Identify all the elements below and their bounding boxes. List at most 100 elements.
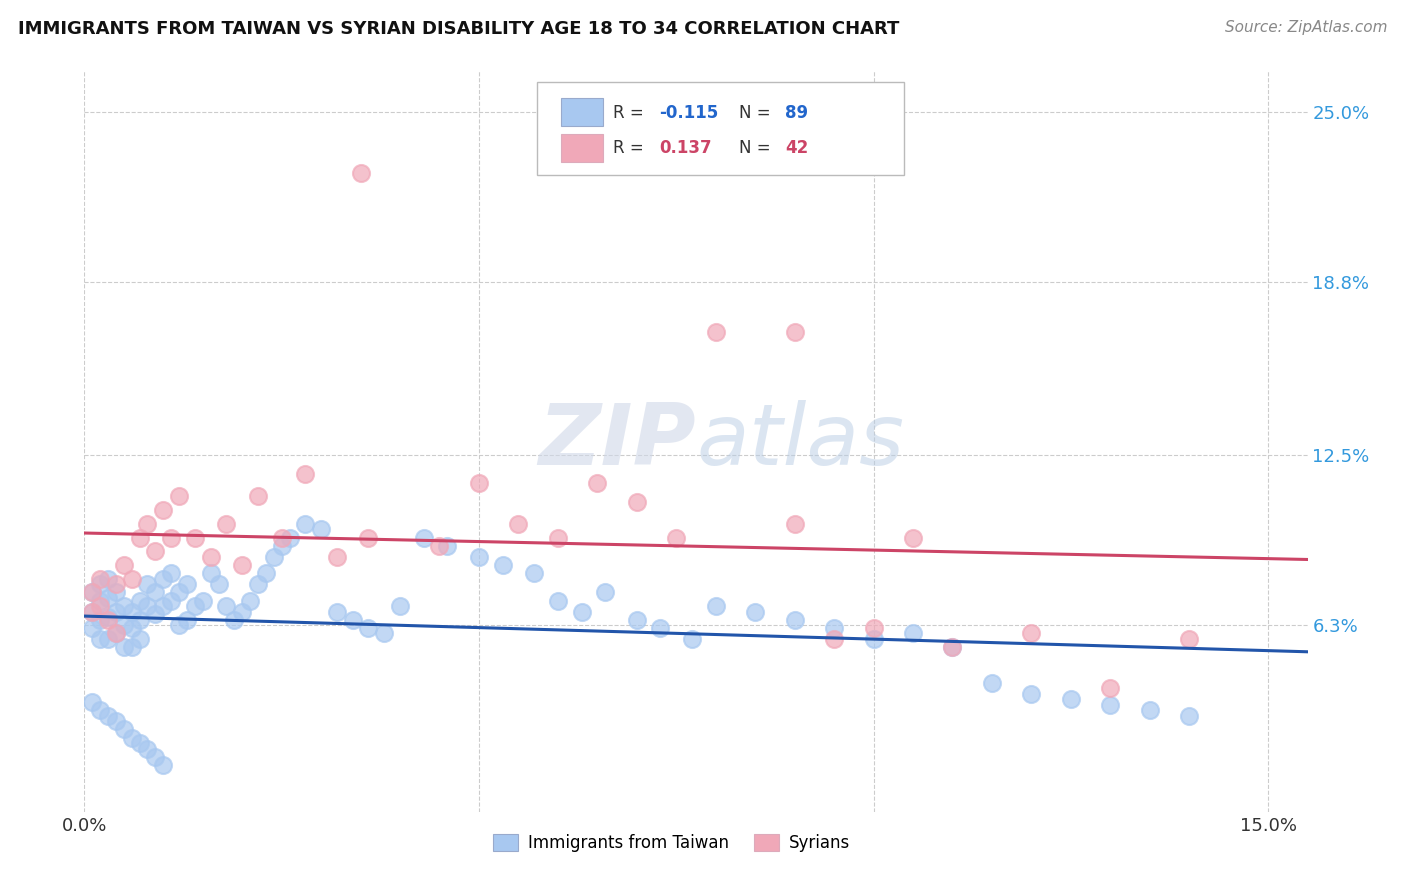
- Syrians: [128, 531, 150, 545]
- Immigrants from Taiwan: [1139, 703, 1161, 717]
- Immigrants from Taiwan: [215, 599, 238, 613]
- Immigrants from Taiwan: [436, 539, 458, 553]
- Immigrants from Taiwan: [145, 585, 167, 599]
- Immigrants from Taiwan: [97, 572, 120, 586]
- Immigrants from Taiwan: [547, 593, 569, 607]
- Immigrants from Taiwan: [136, 577, 159, 591]
- Immigrants from Taiwan: [128, 593, 150, 607]
- Immigrants from Taiwan: [389, 599, 412, 613]
- Text: IMMIGRANTS FROM TAIWAN VS SYRIAN DISABILITY AGE 18 TO 34 CORRELATION CHART: IMMIGRANTS FROM TAIWAN VS SYRIAN DISABIL…: [18, 20, 900, 37]
- Syrians: [429, 539, 451, 553]
- Syrians: [82, 585, 104, 599]
- Syrians: [200, 549, 222, 564]
- Immigrants from Taiwan: [89, 577, 111, 591]
- FancyBboxPatch shape: [537, 82, 904, 175]
- FancyBboxPatch shape: [561, 98, 603, 126]
- Syrians: [349, 166, 371, 180]
- Text: N =: N =: [738, 138, 776, 157]
- Syrians: [145, 544, 167, 558]
- Immigrants from Taiwan: [104, 585, 127, 599]
- Immigrants from Taiwan: [128, 632, 150, 646]
- Immigrants from Taiwan: [626, 613, 648, 627]
- Immigrants from Taiwan: [373, 626, 395, 640]
- Immigrants from Taiwan: [145, 607, 167, 622]
- Text: -0.115: -0.115: [659, 103, 718, 122]
- Immigrants from Taiwan: [121, 621, 143, 635]
- Syrians: [294, 467, 316, 482]
- Immigrants from Taiwan: [89, 593, 111, 607]
- Syrians: [82, 605, 104, 619]
- Syrians: [665, 531, 688, 545]
- Immigrants from Taiwan: [200, 566, 222, 581]
- Immigrants from Taiwan: [97, 591, 120, 605]
- Syrians: [326, 549, 349, 564]
- Immigrants from Taiwan: [152, 758, 174, 772]
- Immigrants from Taiwan: [231, 605, 253, 619]
- Syrians: [97, 613, 120, 627]
- Immigrants from Taiwan: [128, 736, 150, 750]
- Immigrants from Taiwan: [278, 531, 301, 545]
- Immigrants from Taiwan: [184, 599, 207, 613]
- Syrians: [901, 531, 924, 545]
- Immigrants from Taiwan: [112, 618, 135, 632]
- Immigrants from Taiwan: [491, 558, 513, 572]
- Syrians: [823, 632, 845, 646]
- Immigrants from Taiwan: [104, 605, 127, 619]
- Immigrants from Taiwan: [744, 605, 766, 619]
- Immigrants from Taiwan: [294, 516, 316, 531]
- Immigrants from Taiwan: [862, 632, 884, 646]
- Immigrants from Taiwan: [89, 613, 111, 627]
- Immigrants from Taiwan: [1021, 687, 1043, 701]
- Immigrants from Taiwan: [89, 703, 111, 717]
- Syrians: [783, 325, 806, 339]
- Immigrants from Taiwan: [167, 618, 190, 632]
- Text: 89: 89: [786, 103, 808, 122]
- Immigrants from Taiwan: [112, 640, 135, 655]
- Immigrants from Taiwan: [121, 640, 143, 655]
- Immigrants from Taiwan: [136, 599, 159, 613]
- Syrians: [104, 626, 127, 640]
- Syrians: [121, 572, 143, 586]
- Syrians: [270, 531, 292, 545]
- Syrians: [941, 640, 963, 655]
- Text: Source: ZipAtlas.com: Source: ZipAtlas.com: [1225, 20, 1388, 35]
- Syrians: [104, 577, 127, 591]
- Immigrants from Taiwan: [82, 695, 104, 709]
- Immigrants from Taiwan: [571, 605, 593, 619]
- Immigrants from Taiwan: [152, 572, 174, 586]
- Text: ZIP: ZIP: [538, 400, 696, 483]
- Immigrants from Taiwan: [167, 585, 190, 599]
- Immigrants from Taiwan: [136, 741, 159, 756]
- Syrians: [547, 531, 569, 545]
- Text: N =: N =: [738, 103, 776, 122]
- Syrians: [231, 558, 253, 572]
- Syrians: [184, 531, 207, 545]
- Immigrants from Taiwan: [121, 605, 143, 619]
- Syrians: [89, 572, 111, 586]
- Immigrants from Taiwan: [783, 613, 806, 627]
- Immigrants from Taiwan: [97, 632, 120, 646]
- Syrians: [152, 503, 174, 517]
- Immigrants from Taiwan: [681, 632, 703, 646]
- Syrians: [586, 475, 609, 490]
- Immigrants from Taiwan: [704, 599, 727, 613]
- Immigrants from Taiwan: [1178, 708, 1201, 723]
- Immigrants from Taiwan: [160, 566, 183, 581]
- Immigrants from Taiwan: [980, 676, 1002, 690]
- Immigrants from Taiwan: [523, 566, 546, 581]
- Text: 42: 42: [786, 138, 808, 157]
- Syrians: [160, 531, 183, 545]
- Immigrants from Taiwan: [82, 605, 104, 619]
- Immigrants from Taiwan: [650, 621, 672, 635]
- Immigrants from Taiwan: [82, 621, 104, 635]
- Syrians: [1178, 632, 1201, 646]
- Syrians: [783, 516, 806, 531]
- Immigrants from Taiwan: [97, 610, 120, 624]
- Immigrants from Taiwan: [176, 577, 198, 591]
- Syrians: [215, 516, 238, 531]
- Text: 0.137: 0.137: [659, 138, 711, 157]
- Immigrants from Taiwan: [160, 593, 183, 607]
- Immigrants from Taiwan: [823, 621, 845, 635]
- Syrians: [626, 495, 648, 509]
- Syrians: [1021, 626, 1043, 640]
